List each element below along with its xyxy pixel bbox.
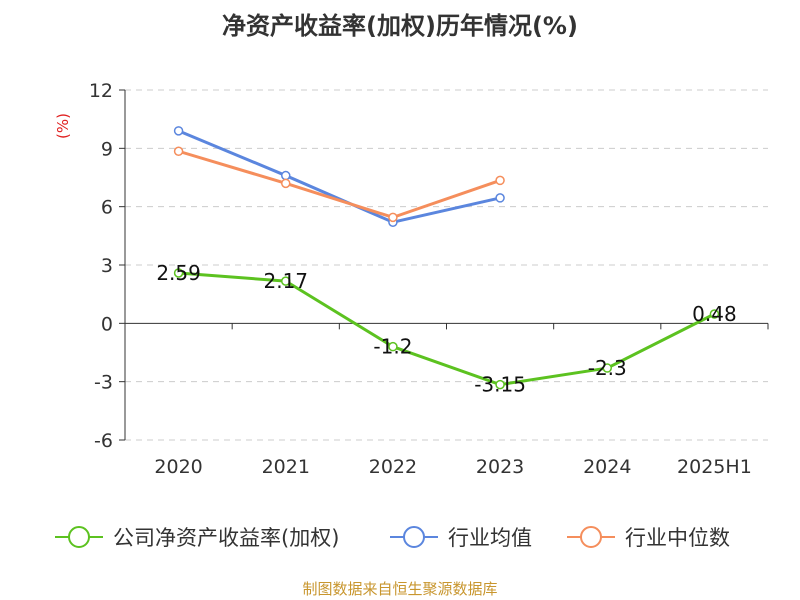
data-label: 0.48 xyxy=(692,302,737,326)
series-line xyxy=(178,149,501,219)
x-tick-label: 2025H1 xyxy=(677,456,752,478)
chart-title: 净资产收益率(加权)历年情况(%) xyxy=(222,12,578,40)
legend-label: 公司净资产收益率(加权) xyxy=(113,526,339,550)
data-label: 2.17 xyxy=(263,269,308,293)
data-label: -1.2 xyxy=(373,335,412,359)
data-point xyxy=(173,268,184,278)
data-label: 2.59 xyxy=(156,261,201,285)
data-labels: 2.59 2.17 -1.2 -3.15 -2.3 0.48 xyxy=(156,261,736,397)
data-point xyxy=(495,175,505,186)
legend-marker xyxy=(403,526,425,548)
x-tick-label: 2024 xyxy=(583,456,631,478)
legend-marker xyxy=(68,526,90,548)
x-tick-label: 2020 xyxy=(154,456,202,478)
y-tick-label: 0 xyxy=(101,313,113,335)
data-label: -3.15 xyxy=(474,373,526,397)
data-label: -2.3 xyxy=(588,356,627,380)
data-point xyxy=(495,379,505,390)
legend-label: 行业均值 xyxy=(448,526,532,550)
data-point xyxy=(388,212,398,223)
data-point xyxy=(173,146,184,156)
data-point xyxy=(281,170,291,181)
y-tick-label: -6 xyxy=(94,430,113,452)
y-axis-unit-label: (%) xyxy=(54,113,72,139)
x-tick-label: 2022 xyxy=(369,456,417,478)
legend: 公司净资产收益率(加权) 行业均值 行业中位数 xyxy=(55,526,730,550)
y-tick-label: 3 xyxy=(101,255,113,277)
y-tick-label: 12 xyxy=(89,80,113,102)
y-tick-label: -3 xyxy=(94,372,113,394)
axes: 12 9 6 3 0 -3 -6 2020 2021 2022 2023 2024 2025H1 xyxy=(89,80,769,478)
series-line xyxy=(178,129,501,224)
x-tick-label: 2021 xyxy=(262,456,310,478)
data-source-note: 制图数据来自恒生聚源数据库 xyxy=(302,580,498,598)
y-tick-label: 6 xyxy=(101,197,113,219)
data-point xyxy=(709,309,720,319)
y-tick-label: 9 xyxy=(101,138,113,160)
data-point xyxy=(495,193,505,203)
data-point xyxy=(602,363,612,373)
series-line xyxy=(178,271,716,387)
data-point xyxy=(281,276,291,286)
legend-marker xyxy=(580,526,602,548)
data-point xyxy=(281,178,291,189)
x-tick-label: 2023 xyxy=(476,456,524,478)
data-point xyxy=(173,126,184,136)
grid-lines xyxy=(125,89,768,441)
legend-label: 行业中位数 xyxy=(625,526,730,550)
series-lines xyxy=(173,126,720,390)
data-point xyxy=(388,341,398,352)
